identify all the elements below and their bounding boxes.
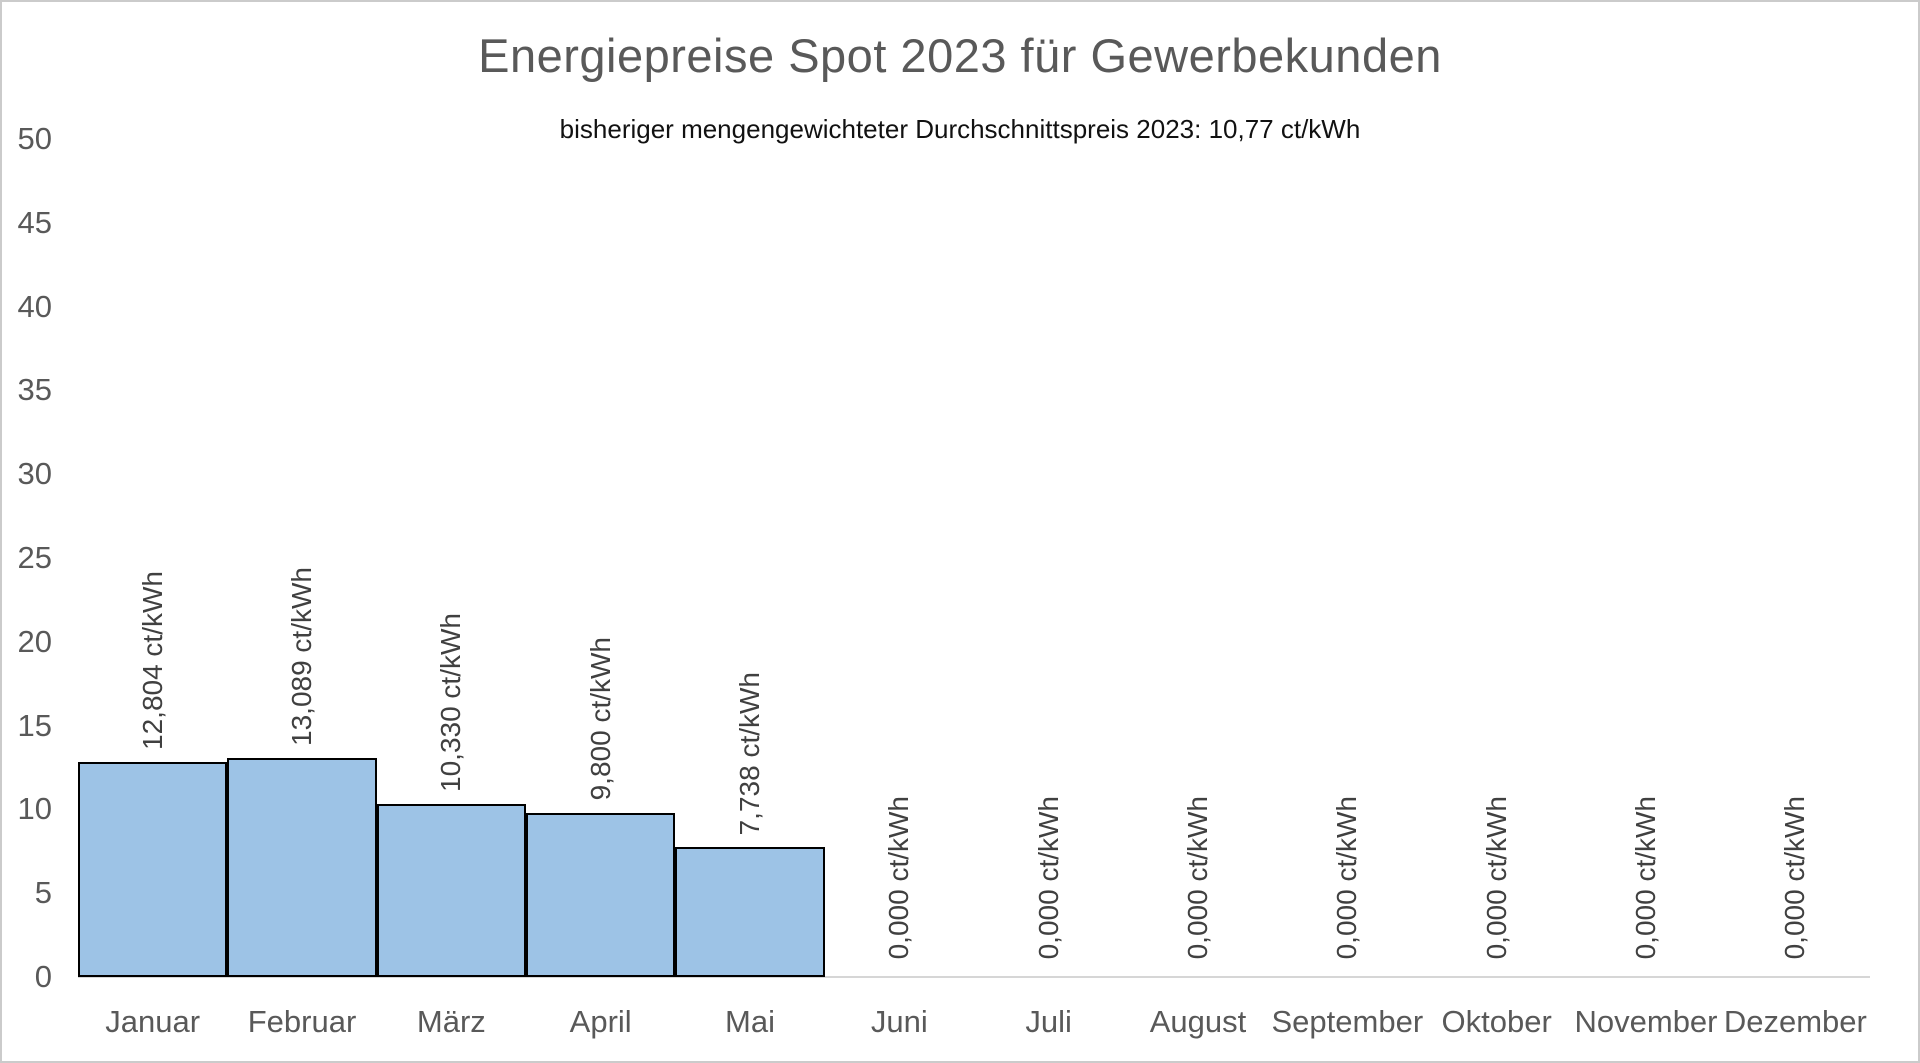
- data-label-dezember: 0,000 ct/kWh: [1779, 795, 1811, 959]
- y-axis-tick-label: 15: [17, 707, 52, 743]
- bar-april: [526, 812, 676, 977]
- x-axis-line: [78, 976, 1870, 978]
- bar-märz: [376, 803, 526, 977]
- data-label-märz: 10,330 ct/kWh: [435, 612, 467, 792]
- bar-januar: [78, 762, 228, 977]
- y-axis-tick-label: 45: [17, 204, 52, 240]
- chart-subtitle: bisheriger mengengewichteter Durchschnit…: [559, 114, 1361, 144]
- data-label-juli: 0,000 ct/kWh: [1032, 795, 1064, 959]
- x-axis-label-februar: Februar: [247, 1004, 357, 1039]
- y-axis-tick-label: 25: [17, 540, 52, 575]
- x-axis-label-januar: Januar: [105, 1004, 201, 1039]
- data-label-april: 9,800 ct/kWh: [584, 637, 616, 801]
- bar-mai: [675, 847, 825, 977]
- y-axis-tick-label: 50: [17, 121, 52, 156]
- y-axis-tick-label: 0: [34, 959, 52, 994]
- bar-februar: [227, 757, 377, 977]
- data-label-oktober: 0,000 ct/kWh: [1480, 795, 1512, 959]
- x-axis-label-september: September: [1271, 1004, 1424, 1039]
- x-axis-label-april: April: [569, 1004, 632, 1039]
- x-axis-label-november: November: [1574, 1004, 1718, 1039]
- y-axis-tick-label: 5: [34, 875, 52, 911]
- x-axis-label-juni: Juni: [870, 1004, 928, 1039]
- y-axis-tick-label: 40: [17, 288, 52, 324]
- x-axis-label-mai: Mai: [725, 1004, 775, 1039]
- data-label-mai: 7,738 ct/kWh: [734, 671, 765, 836]
- x-axis-label-oktober: Oktober: [1441, 1004, 1552, 1039]
- x-axis-label-märz: März: [416, 1004, 486, 1039]
- y-axis-tick-label: 20: [17, 623, 52, 659]
- data-label-januar: 12,804 ct/kWh: [136, 571, 168, 751]
- y-axis-tick-label: 30: [17, 456, 52, 492]
- x-axis-label-august: August: [1149, 1004, 1247, 1039]
- x-axis-label-dezember: Dezember: [1723, 1004, 1867, 1039]
- data-label-februar: 13,089 ct/kWh: [286, 566, 317, 746]
- data-label-juni: 0,000 ct/kWh: [883, 795, 915, 959]
- data-label-september: 0,000 ct/kWh: [1331, 795, 1363, 959]
- data-label-november: 0,000 ct/kWh: [1630, 795, 1661, 959]
- data-label-august: 0,000 ct/kWh: [1182, 795, 1213, 959]
- y-axis-tick-label: 10: [17, 791, 52, 827]
- y-axis-tick-label: 35: [17, 372, 52, 408]
- chart-title: Energiepreise Spot 2023 für Gewerbekunde…: [478, 29, 1442, 82]
- x-axis-label-juli: Juli: [1025, 1004, 1072, 1039]
